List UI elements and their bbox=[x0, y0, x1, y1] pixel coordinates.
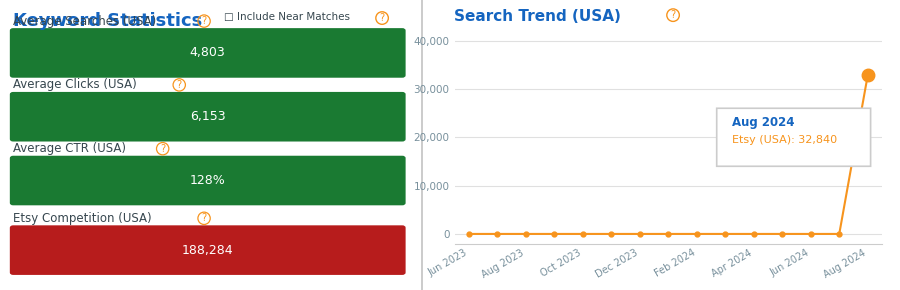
Text: 128%: 128% bbox=[190, 174, 226, 187]
Text: ?: ? bbox=[176, 80, 182, 90]
FancyBboxPatch shape bbox=[716, 108, 870, 166]
Text: Etsy Competition (USA): Etsy Competition (USA) bbox=[14, 212, 152, 225]
Text: 188,284: 188,284 bbox=[182, 244, 233, 257]
FancyBboxPatch shape bbox=[10, 225, 406, 275]
FancyBboxPatch shape bbox=[421, 0, 423, 290]
Text: 4,803: 4,803 bbox=[190, 46, 226, 59]
Text: Etsy (USA): 32,840: Etsy (USA): 32,840 bbox=[733, 135, 838, 145]
Text: Aug 2024: Aug 2024 bbox=[733, 115, 795, 128]
Text: Keyword Statistics: Keyword Statistics bbox=[14, 12, 203, 30]
Text: □ Include Near Matches: □ Include Near Matches bbox=[224, 12, 350, 21]
FancyBboxPatch shape bbox=[10, 156, 406, 205]
Text: ?: ? bbox=[202, 213, 207, 223]
Text: Search Trend (USA): Search Trend (USA) bbox=[454, 9, 621, 24]
Text: Average Searches (USA): Average Searches (USA) bbox=[14, 14, 157, 28]
FancyBboxPatch shape bbox=[10, 28, 406, 78]
Text: 6,153: 6,153 bbox=[190, 110, 226, 123]
Text: ?: ? bbox=[160, 144, 166, 154]
FancyBboxPatch shape bbox=[10, 92, 406, 142]
Text: ?: ? bbox=[380, 13, 384, 23]
Text: Average CTR (USA): Average CTR (USA) bbox=[14, 142, 126, 155]
Text: ?: ? bbox=[670, 10, 676, 20]
Text: Average Clicks (USA): Average Clicks (USA) bbox=[14, 78, 137, 91]
Text: ?: ? bbox=[202, 16, 207, 26]
